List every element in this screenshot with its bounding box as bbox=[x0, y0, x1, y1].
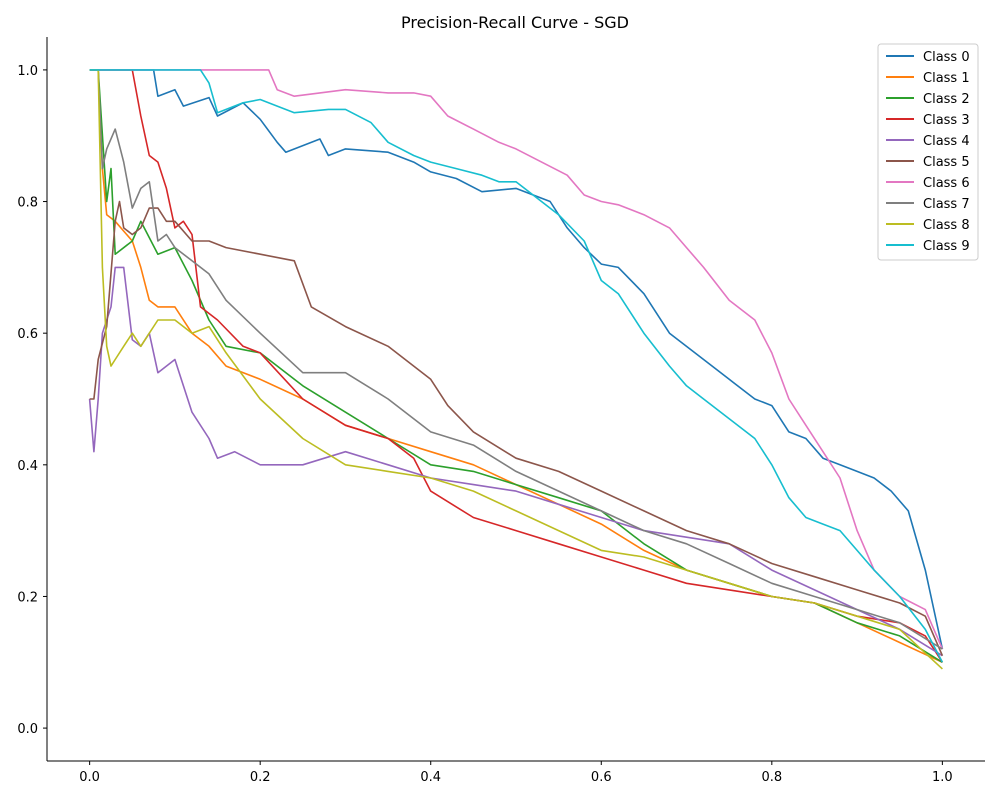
series-line-class-7 bbox=[89, 69, 943, 650]
series-line-class-9 bbox=[89, 69, 944, 663]
legend-label: Class 9 bbox=[923, 239, 970, 254]
series-line-class-8 bbox=[89, 69, 943, 670]
legend-label: Class 0 bbox=[923, 50, 970, 65]
y-tick-label: 0.0 bbox=[17, 722, 38, 737]
series-line-class-0 bbox=[89, 69, 944, 650]
legend-label: Class 8 bbox=[923, 218, 970, 233]
series-line-class-1 bbox=[89, 69, 943, 664]
legend-label: Class 4 bbox=[923, 134, 970, 149]
y-tick-label: 0.8 bbox=[17, 196, 38, 211]
legend-label: Class 1 bbox=[923, 71, 970, 86]
legend-label: Class 6 bbox=[923, 176, 970, 191]
series-lines bbox=[88, 69, 944, 670]
legend-label: Class 2 bbox=[923, 92, 970, 107]
y-tick-label: 0.6 bbox=[17, 327, 38, 342]
series-line-class-5 bbox=[89, 200, 944, 657]
legend-label: Class 3 bbox=[923, 113, 970, 128]
x-tick-label: 0.6 bbox=[591, 770, 612, 785]
legend-label: Class 5 bbox=[923, 155, 970, 170]
legend-label: Class 7 bbox=[923, 197, 970, 212]
x-tick-label: 1.0 bbox=[932, 770, 953, 785]
y-tick-label: 0.4 bbox=[17, 459, 38, 474]
series-line-class-3 bbox=[89, 69, 944, 663]
x-tick-label: 0.4 bbox=[420, 770, 441, 785]
x-tick-label: 0.8 bbox=[761, 770, 782, 785]
x-tick-label: 0.2 bbox=[250, 770, 271, 785]
series-line-class-2 bbox=[89, 69, 943, 663]
axes: 0.0 0.2 0.4 0.6 0.8 1.0 0.0 0.2 0.4 0.6 0.8 1.0 bbox=[17, 37, 985, 785]
legend: Class 0 Class 1 Class 2 Class 3 Class 4 Class… bbox=[877, 43, 979, 261]
chart-title: Precision-Recall Curve - SGD bbox=[401, 13, 629, 32]
x-tick-label: 0.0 bbox=[79, 770, 100, 785]
series-line-class-6 bbox=[89, 69, 944, 650]
y-tick-label: 0.2 bbox=[17, 590, 38, 605]
series-line-class-4 bbox=[88, 266, 943, 657]
y-tick-label: 1.0 bbox=[17, 64, 38, 79]
